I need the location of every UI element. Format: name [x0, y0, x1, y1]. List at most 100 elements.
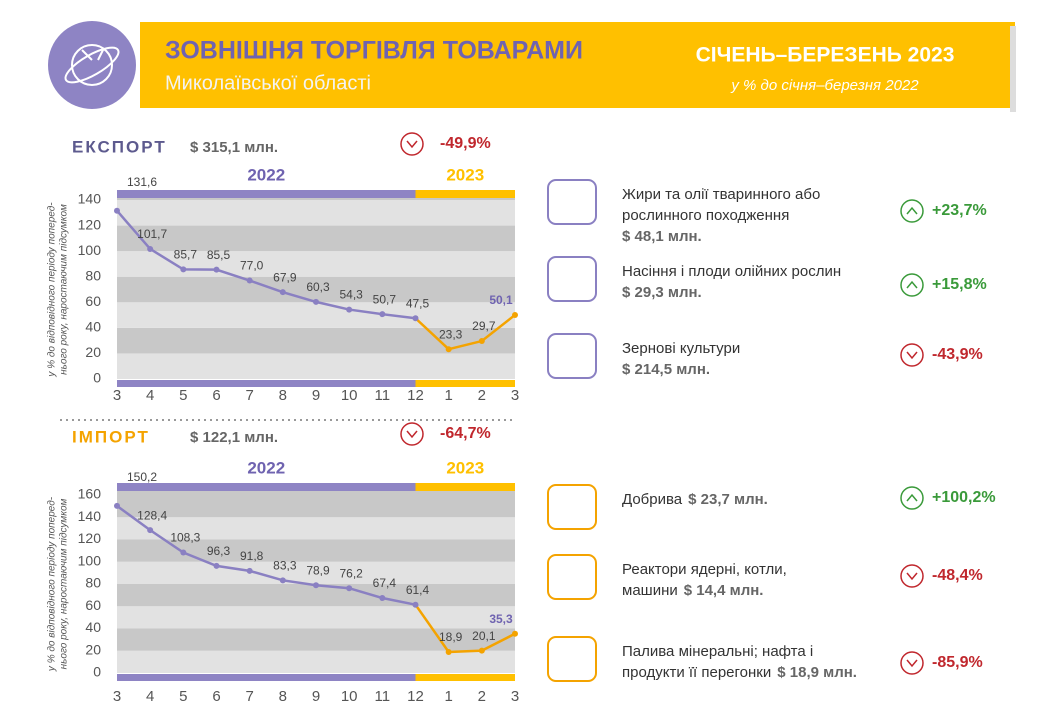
item-name: Зернові культури	[622, 340, 740, 357]
year-label: 2022	[247, 458, 285, 477]
x-tick-label: 3	[113, 688, 121, 705]
y-tick-label: 20	[85, 641, 101, 657]
y-tick-label: 60	[85, 293, 101, 309]
value-label: 78,9	[306, 563, 330, 577]
title: ЗОВНІШНЯ ТОРГІВЛЯ ТОВАРАМИ	[165, 37, 583, 65]
y-axis-label: нього року, наростаючим підсумком	[59, 498, 70, 669]
item-name: Насіння і плоди олійних рослин	[622, 263, 841, 280]
globe-lines	[64, 44, 120, 86]
item-name: рослинного походження	[622, 207, 789, 224]
point	[478, 338, 485, 345]
change-icon	[400, 132, 424, 156]
grid-band	[117, 628, 515, 651]
change-arrow	[406, 140, 418, 149]
item-name: машини $ 14,4 млн.	[622, 582, 763, 599]
x-tick-label: 3	[511, 688, 519, 705]
x-tick-label: 9	[312, 387, 320, 404]
item-amount: $ 23,7 млн.	[688, 491, 768, 508]
point	[279, 289, 286, 296]
y-axis-label: нього року, наростаючим підсумком	[59, 204, 70, 375]
change-arrow	[906, 351, 918, 360]
x-tick-label: 11	[375, 688, 391, 705]
year-label: 2023	[446, 458, 484, 477]
change-arrow	[906, 659, 918, 668]
globe-icon	[48, 21, 136, 109]
value-label: 61,4	[406, 583, 430, 597]
x-tick-label: 10	[341, 387, 358, 404]
item-amount: $ 48,1 млн.	[622, 228, 702, 245]
value-label: 76,2	[339, 566, 363, 580]
grid-band	[117, 491, 515, 495]
y-tick-label: 80	[85, 575, 101, 591]
grid-band	[117, 198, 515, 200]
y-tick-label: 140	[78, 508, 102, 524]
point	[478, 647, 485, 654]
item-change: -43,9%	[932, 346, 983, 363]
change-icon	[900, 199, 924, 223]
x-tick-label: 11	[375, 387, 391, 404]
point	[213, 562, 220, 569]
y-tick-label: 0	[93, 370, 101, 386]
x-tick-label: 8	[279, 387, 287, 404]
item-icon	[547, 484, 597, 530]
point	[213, 266, 220, 273]
change-arrow	[406, 430, 418, 439]
item-amount: $ 29,3 млн.	[622, 284, 702, 301]
value-label: 60,3	[306, 280, 330, 294]
grid-band	[117, 584, 515, 607]
point	[246, 277, 253, 284]
item-amount: $ 18,9 млн.	[777, 664, 857, 681]
year-band	[415, 483, 515, 491]
x-tick-label: 12	[407, 387, 424, 404]
value-label: 85,5	[207, 248, 231, 262]
item-amount: $ 214,5 млн.	[622, 361, 710, 378]
grid-band	[117, 517, 515, 540]
point	[346, 585, 353, 592]
year-label: 2023	[446, 165, 484, 184]
point	[379, 595, 386, 602]
y-tick-label: 160	[78, 486, 102, 502]
y-tick-label: 40	[85, 319, 101, 335]
x-tick-label: 1	[444, 387, 452, 404]
item-icon	[547, 554, 597, 600]
value-label: 77,0	[240, 259, 264, 273]
connector	[414, 603, 450, 653]
section-total: $ 122,1 млн.	[190, 429, 278, 446]
value-label: 47,5	[406, 296, 430, 310]
x-tick-label: 4	[146, 387, 154, 404]
section-change: -64,7%	[440, 425, 491, 442]
value-label: 35,3	[489, 612, 513, 626]
year-band	[415, 380, 515, 387]
x-tick-label: 5	[179, 688, 187, 705]
y-tick-label: 120	[78, 216, 102, 232]
grid-band	[117, 539, 515, 562]
y-axis-label: у % до відповідного періоду поперед-	[47, 202, 58, 378]
point	[379, 311, 386, 318]
value-label: 20,1	[472, 629, 496, 643]
x-tick-label: 3	[113, 387, 121, 404]
point	[313, 582, 319, 589]
x-tick-label: 10	[341, 688, 358, 705]
value-label: 54,3	[339, 288, 363, 302]
point	[445, 648, 452, 655]
grid-band	[117, 302, 515, 328]
year-band	[117, 380, 416, 387]
period-note: у % до січня–березня 2022	[730, 77, 919, 94]
x-tick-label: 2	[478, 387, 486, 404]
value-label: 29,7	[472, 319, 496, 333]
value-label: 150,2	[127, 470, 157, 484]
x-tick-label: 7	[245, 688, 253, 705]
x-tick-label: 6	[212, 387, 220, 404]
year-band	[117, 674, 416, 681]
item-change: -48,4%	[932, 567, 983, 584]
grid-band	[117, 200, 515, 226]
value-label: 67,9	[273, 270, 297, 284]
y-tick-label: 80	[85, 267, 101, 283]
change-icon	[400, 422, 424, 446]
change-icon	[900, 564, 924, 588]
section-total: $ 315,1 млн.	[190, 139, 278, 156]
item-icon	[547, 256, 597, 302]
y-tick-label: 120	[78, 530, 102, 546]
point	[246, 567, 253, 574]
x-tick-label: 2	[478, 688, 486, 705]
